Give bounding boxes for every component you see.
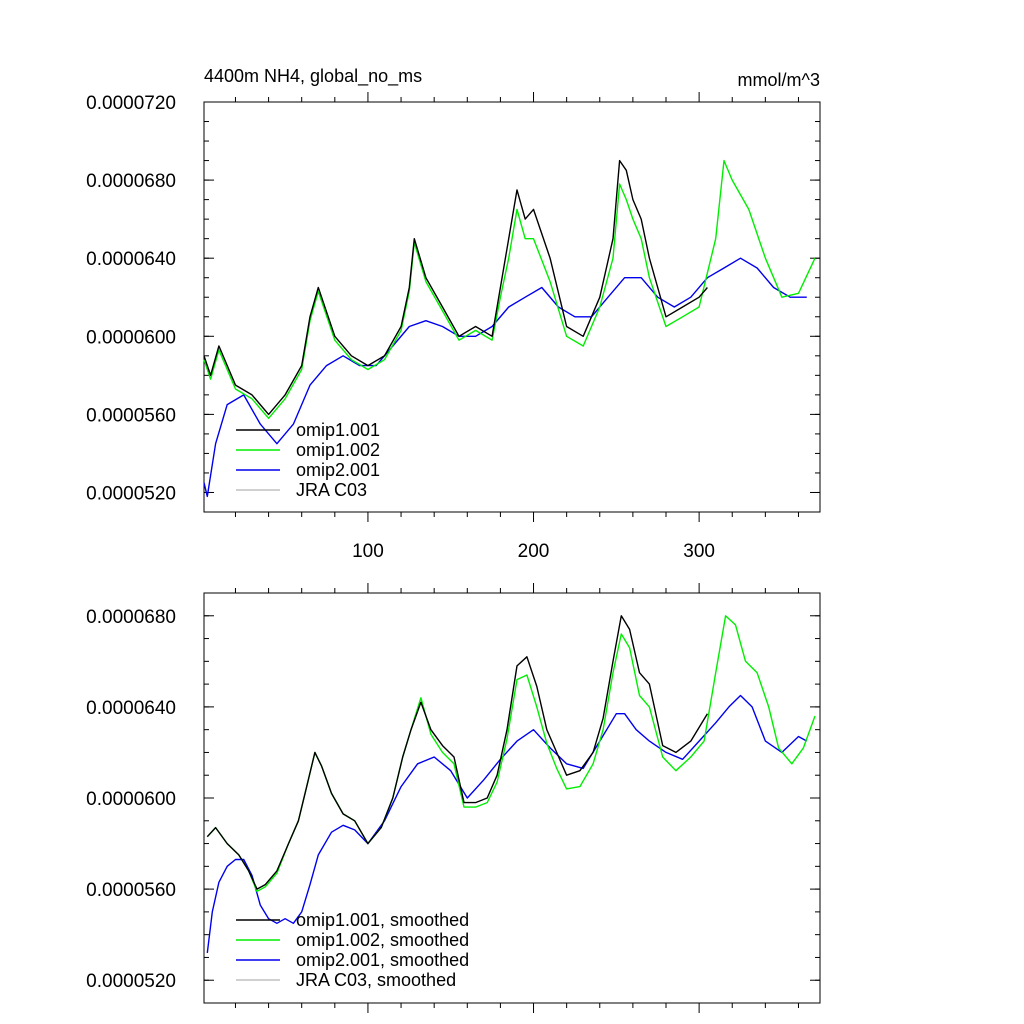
bottom-panel: 0.0000520 0.0000560 0.0000600 0.0000640 0.00… (86, 583, 821, 1013)
series-line-omip1-002-smoothed (206, 615, 816, 893)
series-line-omip1-001-smoothed (206, 615, 708, 890)
y-tick-label: 0.0000640 (86, 698, 176, 719)
series-line-omip2-001 (203, 257, 807, 498)
x-tick-label: 300 (683, 541, 715, 562)
y-tick-label: 0.0000680 (86, 171, 176, 192)
chart-units-label: mmol/m^3 (738, 70, 820, 90)
x-tick-label: 200 (518, 541, 550, 562)
top-plot-frame (203, 101, 821, 513)
y-tick-label: 0.0000600 (86, 327, 176, 348)
x-tick-label: 100 (352, 541, 384, 562)
y-tick-label: 0.0000640 (86, 249, 176, 270)
top-panel: 4400m NH4, global_no_ms mmol/m^3 0.00005… (86, 66, 821, 562)
legend-label: omip1.001 (296, 420, 380, 440)
chart-title-left: 4400m NH4, global_no_ms (204, 66, 422, 87)
series-line-omip1-002 (203, 159, 816, 419)
legend-label: omip1.001, smoothed (296, 910, 469, 930)
top-series-group (203, 159, 816, 498)
legend-label: omip1.002 (296, 440, 380, 460)
y-tick-label: 0.0000520 (86, 971, 176, 992)
y-tick-label: 0.0000600 (86, 789, 176, 810)
legend-label: omip1.002, smoothed (296, 930, 469, 950)
legend-label: JRA C03, smoothed (296, 970, 456, 990)
y-tick-label: 0.0000720 (86, 93, 176, 114)
series-line-omip1-001 (203, 159, 708, 416)
y-tick-label: 0.0000560 (86, 880, 176, 901)
legend-label: omip2.001, smoothed (296, 950, 469, 970)
bottom-ticks: 0.0000520 0.0000560 0.0000600 0.0000640 0.00… (86, 583, 820, 1013)
legend-label: JRA C03 (296, 480, 367, 500)
y-tick-label: 0.0000520 (86, 483, 176, 504)
y-tick-label: 0.0000680 (86, 607, 176, 628)
y-tick-label: 0.0000560 (86, 405, 176, 426)
bottom-series-group (206, 615, 816, 953)
top-ticks: 0.0000520 0.0000560 0.0000600 0.0000640 0.00… (86, 92, 820, 562)
legend-label: omip2.001 (296, 460, 380, 480)
